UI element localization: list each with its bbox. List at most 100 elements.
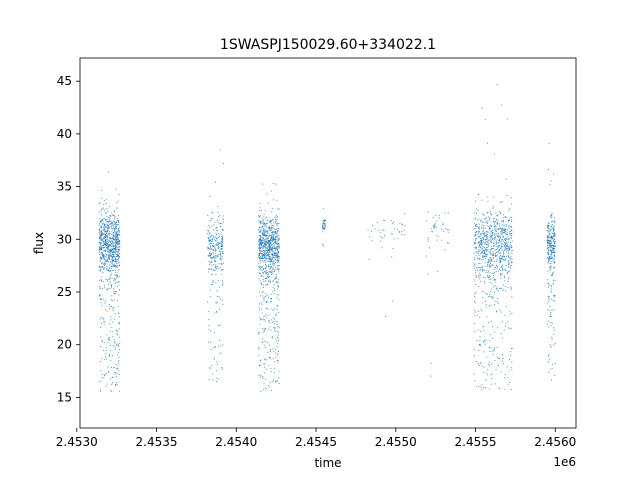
data-point (432, 216, 434, 218)
data-point (264, 319, 266, 321)
data-point (259, 252, 261, 254)
data-point (480, 242, 482, 244)
data-point (501, 273, 503, 275)
data-point (269, 356, 271, 358)
data-point (492, 245, 494, 247)
data-point (552, 271, 554, 273)
data-point (481, 267, 483, 269)
data-point (263, 267, 265, 270)
data-point (501, 258, 503, 260)
data-point (102, 255, 104, 257)
data-point (274, 361, 276, 363)
data-point (483, 226, 485, 228)
data-point (110, 233, 112, 235)
data-point (258, 246, 260, 248)
data-point (109, 245, 111, 247)
data-point (109, 217, 111, 219)
data-point (104, 242, 106, 244)
data-point (510, 351, 512, 353)
data-point (115, 188, 117, 190)
data-point (322, 223, 324, 225)
data-point (493, 234, 496, 236)
data-point (219, 298, 221, 300)
data-point (500, 212, 502, 214)
data-point (262, 238, 264, 240)
data-point (504, 229, 506, 231)
data-point (550, 255, 552, 258)
data-point (275, 235, 277, 238)
data-point (213, 358, 215, 360)
data-point (267, 296, 269, 298)
data-point (275, 330, 277, 333)
data-point (548, 315, 551, 317)
data-point (264, 253, 266, 255)
data-point (276, 323, 278, 325)
data-point (481, 384, 483, 386)
data-point (495, 243, 497, 245)
data-point (483, 291, 485, 293)
data-point (107, 226, 109, 228)
data-point (473, 243, 475, 245)
data-point (548, 225, 550, 227)
data-point (113, 280, 115, 282)
data-point (493, 245, 496, 247)
data-point (266, 264, 268, 266)
data-point (263, 255, 265, 257)
data-point (548, 259, 550, 261)
data-point (261, 223, 263, 225)
data-point (103, 284, 106, 286)
data-point (267, 309, 269, 311)
data-point (479, 253, 481, 255)
data-point (106, 245, 108, 247)
data-point (275, 266, 277, 269)
data-point (218, 339, 221, 341)
data-point (478, 218, 480, 220)
data-point (485, 300, 487, 302)
data-point (554, 343, 556, 345)
data-point (275, 381, 277, 383)
data-point (100, 280, 102, 282)
data-point (208, 378, 210, 380)
data-point (259, 267, 261, 270)
data-point (277, 304, 279, 307)
data-point (278, 311, 280, 314)
data-point (493, 347, 495, 349)
data-point (551, 253, 553, 255)
data-point (104, 250, 106, 252)
data-point (118, 323, 120, 325)
data-point (265, 266, 267, 268)
data-point (110, 284, 112, 287)
data-point (489, 238, 491, 240)
data-point (221, 368, 224, 370)
data-point (214, 255, 216, 257)
data-point (270, 226, 272, 228)
data-point (489, 221, 491, 223)
data-point (102, 207, 104, 209)
data-point (479, 243, 481, 245)
data-point (104, 302, 106, 304)
data-point (473, 355, 476, 357)
data-point (222, 253, 224, 255)
data-point (498, 287, 500, 289)
data-point (551, 272, 553, 274)
data-point (271, 208, 273, 210)
data-point (480, 235, 482, 237)
data-point (274, 228, 276, 230)
data-point (118, 349, 121, 351)
data-point (114, 263, 116, 265)
data-point (267, 230, 269, 232)
data-point (101, 229, 103, 231)
data-point (258, 273, 260, 275)
data-point (106, 249, 108, 251)
data-point (277, 261, 279, 264)
data-point (100, 345, 102, 347)
data-point (260, 390, 262, 392)
data-point (115, 256, 117, 258)
data-point (258, 249, 260, 251)
data-point (552, 279, 555, 281)
data-point (112, 259, 114, 261)
data-point (511, 296, 513, 298)
data-point (212, 268, 214, 271)
data-point (484, 282, 486, 284)
